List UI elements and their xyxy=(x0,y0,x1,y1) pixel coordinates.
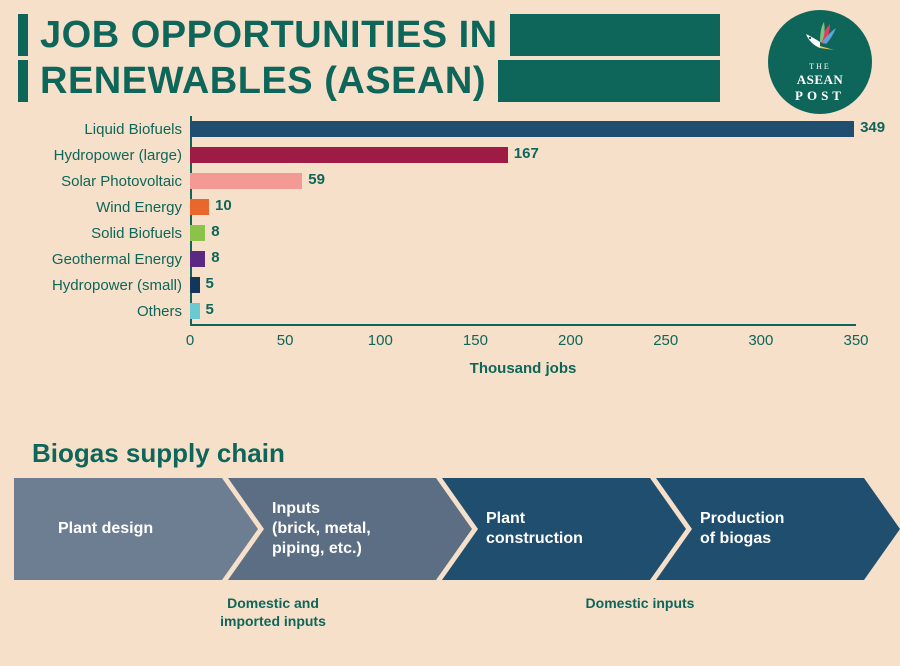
bar xyxy=(190,251,205,267)
x-tick: 300 xyxy=(748,332,773,349)
flow-step-label: Productionof biogas xyxy=(700,509,784,549)
bar-track: 8 xyxy=(190,251,856,267)
title-accent-left xyxy=(18,60,28,102)
title-accent-right xyxy=(498,60,720,102)
title-accent-left xyxy=(18,14,28,56)
flow-subcaption-left: Domestic andimported inputs xyxy=(178,594,368,630)
bar xyxy=(190,277,200,293)
x-tick: 150 xyxy=(463,332,488,349)
category-label: Others xyxy=(30,303,190,320)
hummingbird-icon xyxy=(800,20,840,60)
category-label: Wind Energy xyxy=(30,199,190,216)
logo-asean: ASEAN xyxy=(795,72,845,88)
flow-step-label: Plant design xyxy=(58,519,153,539)
chart-row: Others 5 xyxy=(30,298,870,324)
biogas-section-title: Biogas supply chain xyxy=(32,438,285,469)
bar-value: 8 xyxy=(205,249,219,266)
x-axis: Thousand jobs 050100150200250300350 xyxy=(190,324,856,354)
bar xyxy=(190,147,508,163)
chart-row: Wind Energy 10 xyxy=(30,194,870,220)
flow-step-body: Plant design xyxy=(58,478,214,580)
x-tick: 0 xyxy=(186,332,194,349)
x-tick: 200 xyxy=(558,332,583,349)
logo-the: THE xyxy=(795,62,845,72)
bar-value: 8 xyxy=(205,223,219,240)
bar xyxy=(190,199,209,215)
chart-row: Hydropower (small) 5 xyxy=(30,272,870,298)
header: JOB OPPORTUNITIES IN RENEWABLES (ASEAN) … xyxy=(0,0,900,110)
bar-track: 5 xyxy=(190,303,856,319)
chart-rows: Liquid Biofuels349Hydropower (large)167S… xyxy=(30,116,870,324)
logo-post: POST xyxy=(795,88,845,104)
flow-subcaption-right: Domestic inputs xyxy=(560,594,720,612)
bar-track: 8 xyxy=(190,225,856,241)
category-label: Liquid Biofuels xyxy=(30,121,190,138)
publisher-logo: THE ASEAN POST xyxy=(768,10,872,114)
flow-step: Plantconstruction xyxy=(442,478,686,580)
bar-value: 349 xyxy=(854,119,885,136)
flow-step-label: Inputs(brick, metal,piping, etc.) xyxy=(272,499,371,559)
bar-track: 349 xyxy=(190,121,856,137)
chart-row: Geothermal Energy 8 xyxy=(30,246,870,272)
jobs-bar-chart: Liquid Biofuels349Hydropower (large)167S… xyxy=(30,116,870,396)
flow-step-body: Plantconstruction xyxy=(486,478,642,580)
bar xyxy=(190,225,205,241)
bar-track: 10 xyxy=(190,199,856,215)
title-row-1: JOB OPPORTUNITIES IN xyxy=(18,14,900,56)
flow-step-body: Productionof biogas xyxy=(700,478,856,580)
category-label: Solar Photovoltaic xyxy=(30,173,190,190)
category-label: Hydropower (small) xyxy=(30,277,190,294)
flow-step: Plant design xyxy=(14,478,258,580)
chart-row: Liquid Biofuels349 xyxy=(30,116,870,142)
x-axis-label: Thousand jobs xyxy=(470,360,577,377)
x-tick: 100 xyxy=(368,332,393,349)
chart-row: Solar Photovoltaic 59 xyxy=(30,168,870,194)
bar-value: 5 xyxy=(200,275,214,292)
bar xyxy=(190,121,854,137)
bar xyxy=(190,173,302,189)
x-tick: 50 xyxy=(277,332,294,349)
x-tick: 250 xyxy=(653,332,678,349)
bar-value: 59 xyxy=(302,171,325,188)
chart-row: Hydropower (large) 167 xyxy=(30,142,870,168)
flow-step: Productionof biogas xyxy=(656,478,900,580)
flow-step: Inputs(brick, metal,piping, etc.) xyxy=(228,478,472,580)
title-accent-right xyxy=(510,14,720,56)
flow-step-body: Inputs(brick, metal,piping, etc.) xyxy=(272,478,428,580)
chart-row: Solid Biofuels 8 xyxy=(30,220,870,246)
bar-value: 167 xyxy=(508,145,539,162)
title-line-2: RENEWABLES (ASEAN) xyxy=(40,62,486,100)
bar-track: 5 xyxy=(190,277,856,293)
bar-track: 59 xyxy=(190,173,856,189)
category-label: Solid Biofuels xyxy=(30,225,190,242)
title-line-1: JOB OPPORTUNITIES IN xyxy=(40,16,498,54)
flow-step-label: Plantconstruction xyxy=(486,509,583,549)
bar-track: 167 xyxy=(190,147,856,163)
bar-value: 10 xyxy=(209,197,232,214)
bar-value: 5 xyxy=(200,301,214,318)
category-label: Geothermal Energy xyxy=(30,251,190,268)
biogas-flow: Plant design Inputs(brick, metal,piping, … xyxy=(14,478,870,580)
logo-text: THE ASEAN POST xyxy=(795,62,845,105)
x-tick: 350 xyxy=(843,332,868,349)
category-label: Hydropower (large) xyxy=(30,147,190,164)
bar xyxy=(190,303,200,319)
